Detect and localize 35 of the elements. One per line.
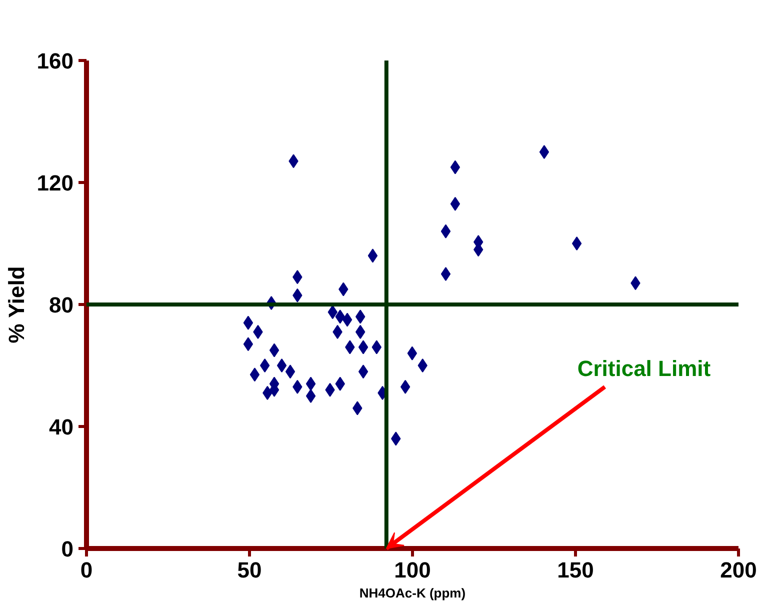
point (368, 248, 378, 263)
x-axis-title: NH4OAc-K (ppm) (359, 586, 466, 600)
point (450, 160, 460, 174)
point (539, 145, 550, 159)
point (358, 364, 368, 379)
point (243, 337, 254, 352)
point (285, 364, 296, 379)
point (243, 316, 254, 330)
point (260, 358, 270, 372)
point (407, 346, 418, 360)
point (400, 380, 410, 394)
x-tick-label: 200 (720, 558, 757, 582)
x-tick-label: 100 (394, 558, 431, 582)
point (418, 358, 428, 372)
x-tick-label: 150 (557, 558, 594, 582)
y-tick-label: 40 (49, 414, 74, 440)
x-tick-label: 0 (80, 558, 93, 582)
y-tick-label: 0 (61, 536, 74, 562)
point (358, 340, 368, 354)
x-tick-label: 50 (237, 558, 262, 582)
point (276, 358, 287, 372)
point (450, 196, 460, 211)
y-tick-label: 160 (36, 48, 74, 74)
point (250, 368, 260, 382)
point (440, 224, 451, 238)
y-axis-title: % Yield (4, 266, 29, 344)
y-tick-label: 80 (49, 292, 74, 318)
point (306, 376, 316, 391)
y-tick-label: 120 (36, 170, 74, 196)
point (306, 389, 316, 403)
annotation: Critical Limit (577, 356, 712, 381)
point (342, 312, 352, 327)
point (572, 236, 582, 250)
point (440, 267, 451, 281)
point (269, 343, 280, 358)
